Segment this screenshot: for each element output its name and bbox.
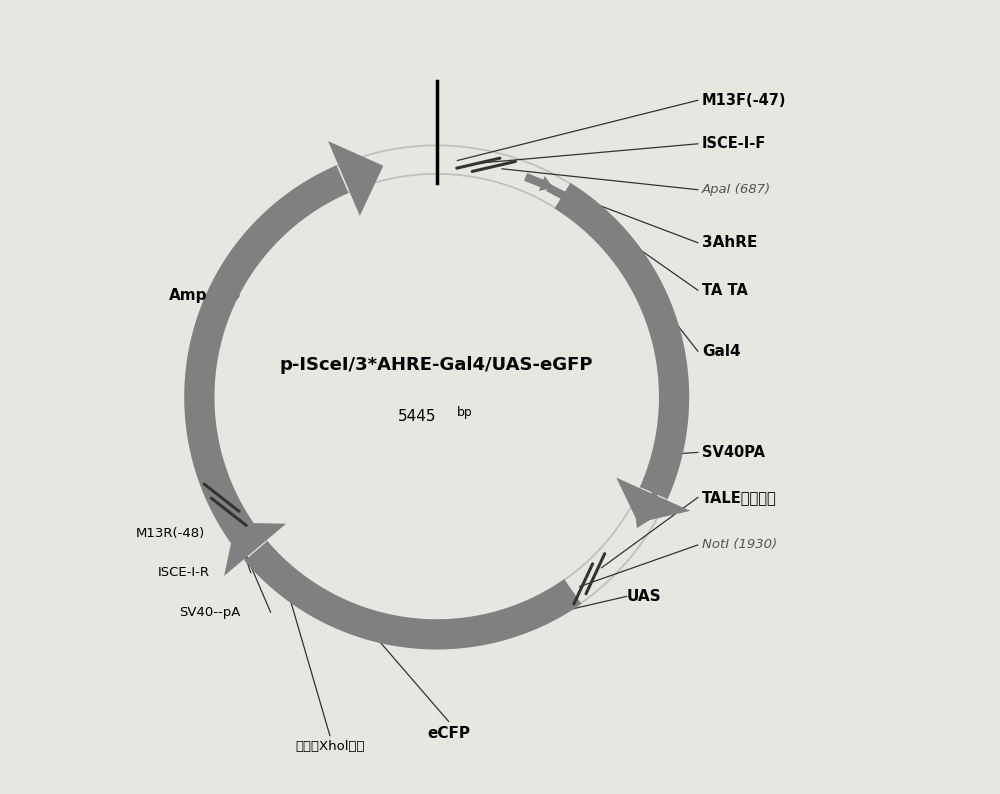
Text: SV40--pA: SV40--pA xyxy=(180,606,241,619)
Text: M13F(-47): M13F(-47) xyxy=(702,93,786,108)
Text: M13R(-48): M13R(-48) xyxy=(136,526,205,540)
Text: 3AhRE: 3AhRE xyxy=(702,235,757,250)
Text: p-ISceI/3*AHRE-Gal4/UAS-eGFP: p-ISceI/3*AHRE-Gal4/UAS-eGFP xyxy=(280,357,593,374)
Polygon shape xyxy=(546,183,575,202)
Text: Gal4: Gal4 xyxy=(702,344,740,359)
Text: SV40PA: SV40PA xyxy=(702,445,765,460)
Text: NotI (1930): NotI (1930) xyxy=(702,538,777,552)
Text: Amp: Amp xyxy=(169,288,208,303)
Polygon shape xyxy=(244,541,581,649)
Polygon shape xyxy=(650,469,666,499)
Text: ApaI (687): ApaI (687) xyxy=(702,183,771,196)
Polygon shape xyxy=(635,499,654,528)
Text: ISCE-I-F: ISCE-I-F xyxy=(702,137,766,152)
Polygon shape xyxy=(616,477,690,522)
Polygon shape xyxy=(524,173,553,191)
Polygon shape xyxy=(224,522,286,576)
Text: eCFP: eCFP xyxy=(427,726,470,741)
Text: bp: bp xyxy=(456,407,472,419)
Polygon shape xyxy=(184,165,348,553)
Polygon shape xyxy=(555,183,689,499)
Text: TALE识别位点: TALE识别位点 xyxy=(702,490,777,505)
Text: UAS: UAS xyxy=(627,589,661,604)
Text: TA TA: TA TA xyxy=(702,283,748,298)
Polygon shape xyxy=(328,141,383,216)
Text: ISCE-I-R: ISCE-I-R xyxy=(158,566,210,579)
Text: 遗失的Xhol位点: 遗失的Xhol位点 xyxy=(295,740,365,754)
Text: 5445: 5445 xyxy=(398,409,436,424)
